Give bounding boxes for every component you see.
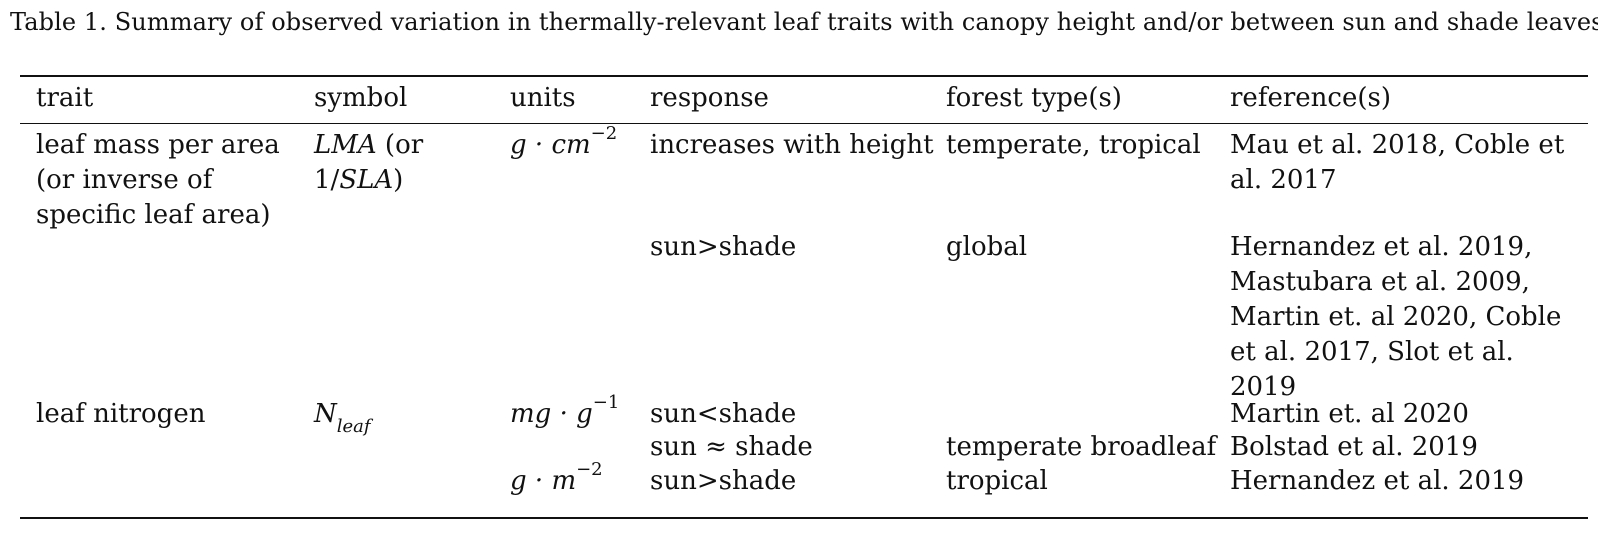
table-cell-symbol: Nleaf xyxy=(314,397,371,436)
table-cell-response: sun ≈ shade xyxy=(650,432,813,462)
table-header-rule xyxy=(20,123,1588,124)
table-cell-symbol: LMA (or 1/SLA) xyxy=(314,128,423,198)
table-cell-references: Bolstad et al. 2019 xyxy=(1230,432,1478,462)
table-bottom-rule xyxy=(20,517,1588,519)
trait-line: (or inverse of xyxy=(36,165,213,195)
table-cell-trait: leaf mass per area (or inverse of specif… xyxy=(36,128,280,233)
symbol-fraction: 1/ xyxy=(314,165,340,195)
header-references: reference(s) xyxy=(1230,83,1391,113)
trait-line: specific leaf area) xyxy=(36,200,271,230)
table-cell-forest-type: global xyxy=(946,232,1028,262)
units-exponent: −1 xyxy=(592,392,620,414)
table-cell-response: increases with height xyxy=(650,130,934,160)
header-response: response xyxy=(650,83,769,113)
table-cell-references: Martin et. al 2020 xyxy=(1230,399,1469,429)
header-forest-type: forest type(s) xyxy=(946,83,1122,113)
header-units: units xyxy=(510,83,576,113)
reference-line: et al. 2017, Slot et al. xyxy=(1230,337,1514,367)
units-exponent: −2 xyxy=(590,123,618,145)
table-cell-references: Hernandez et al. 2019 xyxy=(1230,466,1525,496)
header-symbol: symbol xyxy=(314,83,408,113)
reference-line: Mastubara et al. 2009, xyxy=(1230,267,1530,297)
symbol-close: ) xyxy=(393,165,404,195)
reference-line: 2019 xyxy=(1230,372,1297,402)
symbol-lma: LMA xyxy=(314,130,377,160)
symbol-sla: SLA xyxy=(339,165,394,195)
units-exponent: −2 xyxy=(576,459,603,481)
table-cell-response: sun>shade xyxy=(650,466,797,496)
table-cell-response: sun<shade xyxy=(650,399,797,429)
reference-line: al. 2017 xyxy=(1230,165,1337,195)
table-cell-references: Hernandez et al. 2019, Mastubara et al. … xyxy=(1230,230,1561,405)
reference-line: Martin et. al 2020, Coble xyxy=(1230,302,1562,332)
units-base: g · cm xyxy=(510,130,591,160)
reference-line: Mau et al. 2018, Coble et xyxy=(1230,130,1565,160)
reference-line: Hernandez et al. 2019, xyxy=(1230,232,1533,262)
table-cell-forest-type: temperate, tropical xyxy=(946,130,1201,160)
symbol-subscript: leaf xyxy=(336,416,371,438)
symbol-line: LMA (or xyxy=(314,128,423,163)
symbol-paren: (or xyxy=(376,130,424,160)
header-trait: trait xyxy=(36,83,94,113)
table-cell-units: g · cm−2 xyxy=(510,125,617,163)
table-cell-units: g · m−2 xyxy=(510,461,603,499)
units-base: mg · g xyxy=(510,399,593,429)
table-cell-units: mg · g−1 xyxy=(510,394,619,432)
table-cell-references: Mau et al. 2018, Coble et al. 2017 xyxy=(1230,128,1564,198)
table-cell-response: sun>shade xyxy=(650,232,797,262)
trait-line: leaf mass per area xyxy=(36,130,280,160)
table-cell-forest-type: tropical xyxy=(946,466,1048,496)
table-caption: Table 1. Summary of observed variation i… xyxy=(10,8,1598,36)
symbol-line: 1/SLA) xyxy=(314,163,423,198)
units-base: g · m xyxy=(510,466,577,496)
table-cell-trait: leaf nitrogen xyxy=(36,399,206,429)
table-top-rule xyxy=(20,75,1588,77)
table-cell-forest-type: temperate broadleaf xyxy=(946,432,1217,462)
symbol-n: N xyxy=(314,399,337,429)
